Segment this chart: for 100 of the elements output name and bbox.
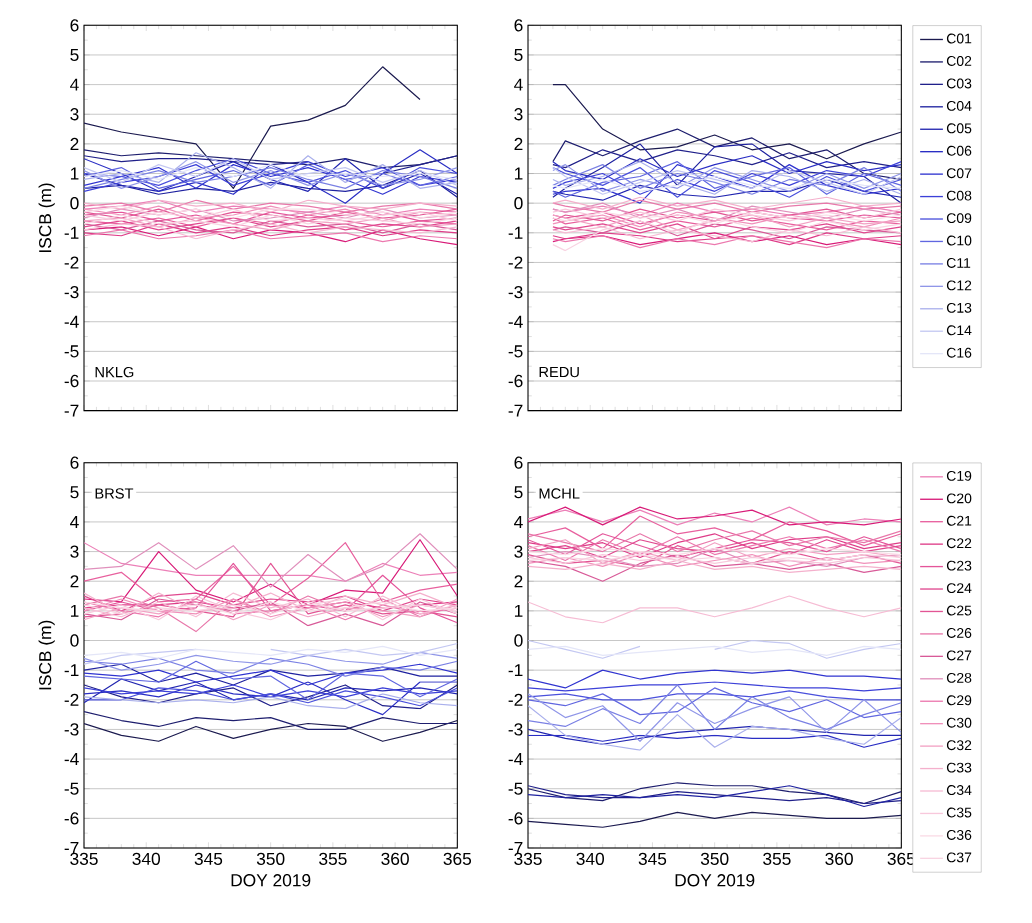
y-tick-label: 0 [70,634,79,647]
legend-label: C05 [946,123,972,134]
y-tick-label: -5 [508,782,523,795]
x-tick-label: 345 [638,852,667,866]
x-tick-label: 360 [825,852,853,866]
y-tick-label: -4 [64,315,79,328]
y-tick-label: -6 [64,375,79,388]
legend-label: C04 [946,101,972,112]
legend-label: C14 [946,325,972,336]
legend-label: C30 [946,717,972,728]
y-tick-label: 3 [514,108,523,121]
y-tick-label: -7 [64,842,79,855]
legend-label: C26 [946,628,972,639]
y-tick-label: 5 [514,49,523,62]
y-tick-label: 2 [514,138,523,151]
y-tick-label: -6 [64,812,79,825]
legend-label: C23 [946,560,972,571]
legend-label: C25 [946,605,972,616]
y-tick-label: -3 [508,723,523,736]
y-tick-label: 4 [514,78,523,91]
y-axis-title: ISCB (m) [38,620,55,690]
legend-label: C20 [946,493,972,504]
legend-label: C28 [946,673,972,683]
y-tick-label: -3 [508,286,523,299]
annotation: REDU [539,367,579,378]
y-tick-label: -6 [508,375,523,388]
y-tick-label: -2 [508,693,523,707]
y-tick-label: 4 [70,78,79,91]
y-tick-label: 0 [70,197,79,210]
x-tick-label: 335 [70,852,98,866]
y-tick-label: -3 [64,286,79,299]
legend-label: C33 [946,762,972,773]
y-tick-label: 0 [514,634,523,647]
y-tick-label: 1 [514,167,523,180]
y-tick-label: -5 [64,345,79,358]
legend-label: C21 [946,515,972,526]
y-tick-label: 4 [70,516,79,529]
y-axis-title: ISCB (m) [38,183,55,253]
x-tick-label: 365 [443,852,472,866]
y-tick-label: 6 [514,19,523,32]
legend-label: C03 [946,78,972,89]
y-tick-label: -6 [508,812,523,825]
y-tick-label: 1 [70,167,79,180]
y-tick-label: 5 [70,486,79,499]
y-tick-label: -2 [508,256,523,269]
y-tick-label: 0 [514,197,523,210]
y-tick-label: 6 [70,456,79,469]
y-tick-label: -7 [64,404,79,417]
y-tick-label: 3 [514,545,523,558]
x-axis-title: DOY 2019 [675,874,755,887]
legend-label: C36 [946,830,972,841]
y-tick-label: -7 [508,404,523,417]
legend-label: C37 [946,852,972,863]
y-tick-label: -2 [64,256,79,269]
legend-label: C16 [946,347,972,358]
x-tick-label: 350 [256,852,285,866]
x-tick-label: 340 [576,852,605,866]
y-tick-label: -5 [508,345,523,358]
y-tick-label: -4 [508,315,523,328]
y-tick-label: -1 [508,664,523,677]
y-tick-label: 1 [514,605,523,617]
legend-label: C07 [946,168,972,179]
x-tick-label: 340 [132,852,161,866]
x-tick-label: 345 [194,852,223,866]
x-tick-label: 335 [514,852,542,866]
legend-label: C13 [946,303,972,313]
x-axis-title: DOY 2019 [231,874,311,887]
legend-label: C02 [946,56,972,67]
y-tick-label: -7 [508,842,523,855]
y-tick-label: -4 [64,753,79,766]
y-tick-label: 3 [70,545,79,558]
annotation: NKLG [95,367,134,378]
x-tick-label: 355 [319,852,347,866]
legend-label: C34 [946,785,972,796]
y-tick-label: 2 [70,575,79,588]
y-tick-label: 4 [514,516,523,529]
x-tick-label: 355 [763,852,791,866]
y-tick-label: -1 [64,664,79,677]
legend-label: C32 [946,740,972,751]
y-tick-label: -2 [64,693,79,707]
legend-label: C35 [946,807,972,818]
legend-label: C27 [946,650,972,661]
y-tick-label: 6 [70,19,79,32]
y-tick-label: 5 [514,486,523,499]
legend-label: C29 [946,695,972,706]
y-tick-label: 3 [70,108,79,121]
legend-label: C06 [946,145,972,156]
legend-label: C08 [946,190,972,201]
legend-label: C12 [946,280,972,291]
annotation: MCHL [539,488,580,499]
y-tick-label: -3 [64,723,79,736]
y-tick-label: 5 [70,49,79,62]
legend-label: C09 [946,213,972,224]
annotation: BRST [95,488,134,499]
legend-label: C19 [946,471,972,482]
y-tick-label: 2 [70,138,79,151]
y-tick-label: -1 [64,227,79,239]
legend-label: C11 [946,258,971,269]
legend-label: C10 [946,235,972,246]
y-tick-label: 6 [514,456,523,469]
